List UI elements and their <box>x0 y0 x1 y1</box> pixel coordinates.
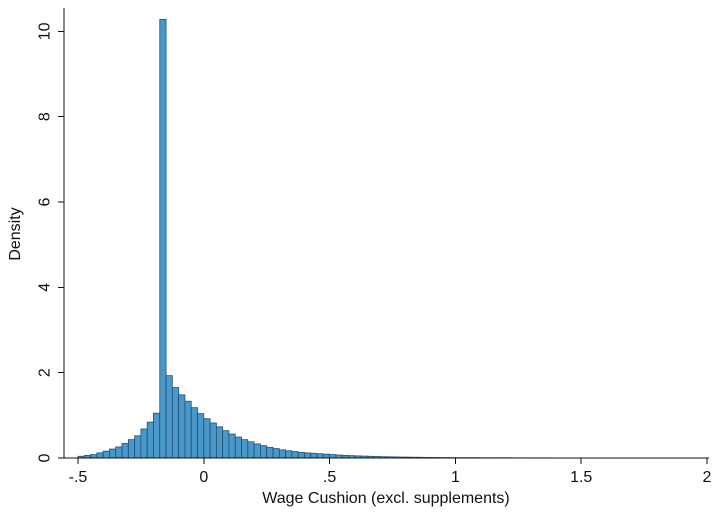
histogram-bar <box>330 455 336 458</box>
y-tick-label: 10 <box>37 22 54 40</box>
x-tick-label: -.5 <box>69 469 88 486</box>
histogram-bar <box>298 452 304 458</box>
histogram-bar <box>254 444 260 458</box>
y-tick-label: 8 <box>37 112 54 121</box>
histogram-bar <box>160 19 166 458</box>
x-tick-label: 1.5 <box>570 469 592 486</box>
histogram-bar <box>185 401 191 458</box>
histogram-bar <box>267 447 273 458</box>
histogram-bar <box>248 442 254 458</box>
histogram-bar <box>135 436 141 458</box>
x-tick-label: 1 <box>451 469 460 486</box>
histogram-bar <box>279 450 285 458</box>
histogram-bar <box>292 452 298 458</box>
histogram-bar <box>216 427 222 458</box>
histogram-bar <box>122 443 128 458</box>
y-axis-title: Density <box>7 207 24 260</box>
histogram-bar <box>311 453 317 458</box>
x-ticks-layer: -.5 0 .5 1 1.5 2 <box>69 458 712 486</box>
histogram-bar <box>223 431 229 458</box>
histogram-bar <box>103 451 109 458</box>
x-tick-label: .5 <box>323 469 336 486</box>
y-tick-label: 2 <box>37 368 54 377</box>
histogram-bar <box>97 453 103 458</box>
y-tick-label: 0 <box>37 453 54 462</box>
histogram-bar <box>286 451 292 458</box>
histogram-bar <box>172 388 178 458</box>
x-tick-label: 0 <box>199 469 208 486</box>
bars-layer <box>78 19 707 458</box>
histogram-bar <box>204 419 210 458</box>
x-tick-label: 2 <box>703 469 712 486</box>
histogram-bar <box>323 454 329 458</box>
histogram-bar <box>128 440 134 458</box>
histogram-bar <box>109 449 115 458</box>
histogram-bar <box>210 423 216 458</box>
histogram-bar <box>317 454 323 458</box>
histogram-bar <box>166 376 172 458</box>
histogram-bar <box>191 408 197 458</box>
histogram-bar <box>153 413 159 458</box>
histogram-bar <box>116 447 122 458</box>
histogram-bar <box>91 455 97 458</box>
y-tick-label: 4 <box>37 283 54 292</box>
histogram-bar <box>235 437 241 458</box>
x-axis-title: Wage Cushion (excl. supplements) <box>262 490 510 507</box>
histogram-bar <box>242 440 248 458</box>
histogram-bar <box>229 434 235 458</box>
histogram-bar <box>304 453 310 458</box>
y-ticks-layer: 0 2 4 6 8 10 <box>37 22 64 462</box>
histogram-bar <box>141 429 147 458</box>
histogram-bar <box>273 449 279 458</box>
y-tick-label: 6 <box>37 197 54 206</box>
histogram-bar <box>260 446 266 458</box>
histogram-bar <box>179 395 185 458</box>
histogram-bar <box>147 422 153 458</box>
histogram-bar <box>198 414 204 458</box>
